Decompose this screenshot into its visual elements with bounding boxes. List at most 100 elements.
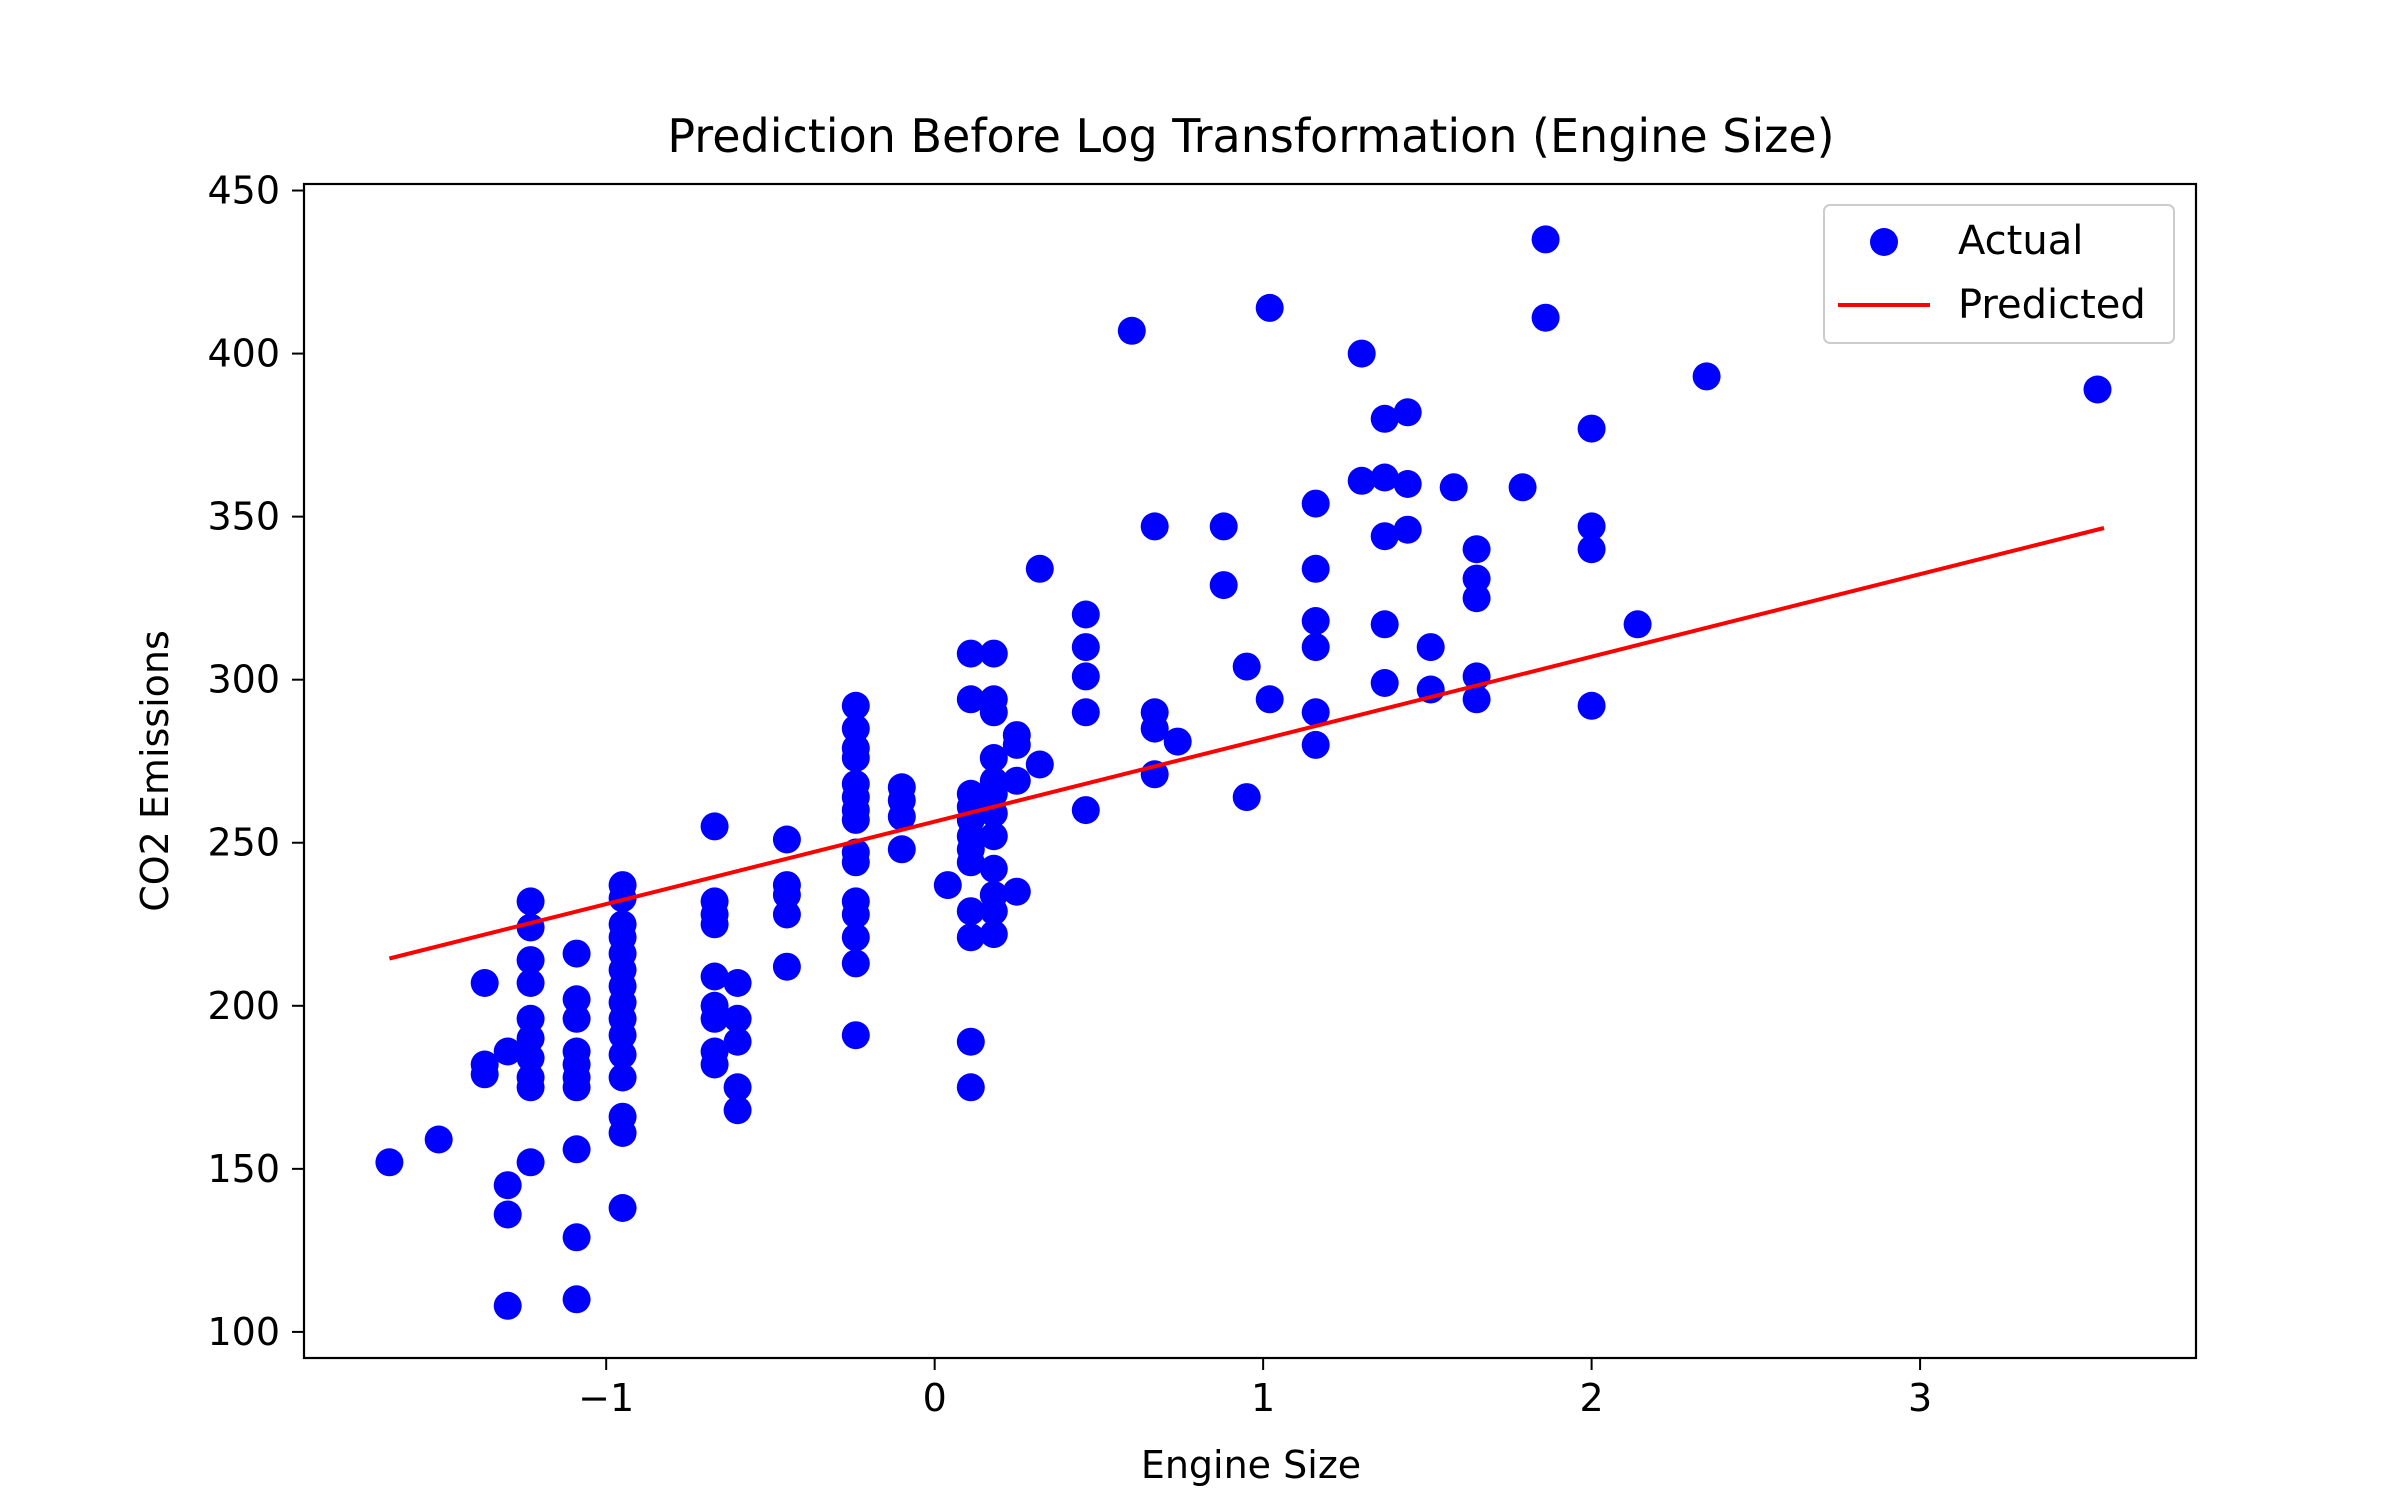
data-point xyxy=(1577,535,1606,564)
data-point xyxy=(979,920,1008,949)
data-point xyxy=(516,969,545,997)
data-point xyxy=(1232,652,1261,681)
data-point xyxy=(1393,398,1422,427)
data-point xyxy=(979,698,1008,727)
data-point xyxy=(493,1200,522,1229)
data-point xyxy=(1071,600,1100,629)
y-tick-label: 150 xyxy=(207,1147,280,1191)
data-point xyxy=(1531,225,1560,254)
data-point xyxy=(562,985,591,1014)
y-tick-label: 100 xyxy=(207,1310,280,1354)
data-point xyxy=(516,887,545,916)
y-tick-label: 250 xyxy=(207,821,280,865)
data-point xyxy=(841,714,870,743)
data-point xyxy=(1025,554,1054,583)
data-point xyxy=(1623,610,1652,639)
data-point xyxy=(841,900,870,929)
data-point xyxy=(1462,584,1491,613)
data-point xyxy=(723,1096,752,1125)
data-point xyxy=(1393,470,1422,498)
data-point xyxy=(956,685,985,714)
data-point xyxy=(1301,730,1330,759)
data-point xyxy=(1140,714,1169,743)
data-point xyxy=(470,969,499,997)
data-point xyxy=(608,1194,637,1222)
data-point xyxy=(700,910,729,939)
data-point xyxy=(772,952,801,981)
data-point xyxy=(956,1073,985,1102)
data-point xyxy=(700,1004,729,1033)
data-point xyxy=(1025,750,1054,779)
data-point xyxy=(1071,796,1100,825)
data-point xyxy=(841,923,870,952)
plot-area xyxy=(375,225,2112,1320)
data-point xyxy=(933,871,962,900)
data-point xyxy=(1577,691,1606,720)
data-point xyxy=(1209,571,1238,600)
y-tick-label: 450 xyxy=(207,169,280,213)
x-tick-label: 2 xyxy=(1580,1376,1604,1420)
data-point xyxy=(1255,685,1284,714)
data-point xyxy=(562,1135,591,1164)
data-point xyxy=(723,969,752,997)
data-point xyxy=(1462,564,1491,593)
data-point xyxy=(1301,633,1330,662)
data-point xyxy=(772,825,801,854)
data-point xyxy=(1347,466,1376,495)
predicted-line xyxy=(388,526,2105,961)
data-point xyxy=(841,848,870,877)
data-point xyxy=(516,1148,545,1177)
x-tick-label: 3 xyxy=(1908,1376,1932,1420)
x-tick-label: 1 xyxy=(1251,1376,1275,1420)
data-point xyxy=(979,822,1008,851)
y-axis: 100 150 200 250 300 350 400 450 xyxy=(207,169,304,1354)
data-point xyxy=(562,1285,591,1314)
y-tick-label: 300 xyxy=(207,658,280,702)
data-point xyxy=(1232,783,1261,812)
data-point xyxy=(841,691,870,720)
data-point xyxy=(841,744,870,772)
data-point xyxy=(1393,515,1422,544)
y-tick-label: 400 xyxy=(207,332,280,376)
data-point xyxy=(424,1125,453,1154)
data-point xyxy=(1347,339,1376,368)
data-point xyxy=(700,812,729,841)
y-tick-label: 200 xyxy=(207,984,280,1028)
data-point xyxy=(608,1063,637,1092)
data-point xyxy=(562,1004,591,1033)
data-point xyxy=(841,805,870,834)
data-point xyxy=(979,854,1008,883)
data-point xyxy=(1577,512,1606,541)
data-point xyxy=(516,1004,545,1033)
chart-title: Prediction Before Log Transformation (En… xyxy=(667,109,1834,163)
data-point xyxy=(700,1050,729,1079)
data-point xyxy=(772,880,801,909)
data-point xyxy=(1370,522,1399,551)
data-point xyxy=(1462,535,1491,564)
data-point xyxy=(1577,414,1606,443)
data-point xyxy=(1692,362,1721,391)
data-point xyxy=(1416,633,1445,662)
data-point xyxy=(1301,698,1330,727)
data-point xyxy=(887,835,916,864)
data-point xyxy=(516,1073,545,1102)
y-tick-label: 350 xyxy=(207,495,280,539)
data-point xyxy=(562,939,591,968)
legend-actual-label: Actual xyxy=(1958,218,2083,264)
data-point xyxy=(1071,662,1100,691)
data-point xyxy=(1370,610,1399,639)
data-point xyxy=(1301,489,1330,518)
data-point xyxy=(2083,375,2112,404)
data-point xyxy=(516,1044,545,1072)
x-axis: −1 0 1 2 3 xyxy=(578,1358,1932,1420)
data-point xyxy=(979,639,1008,668)
legend-actual-marker xyxy=(1870,228,1898,256)
data-point xyxy=(956,923,985,952)
data-point xyxy=(772,900,801,929)
data-point xyxy=(1439,473,1468,502)
data-point xyxy=(723,1027,752,1056)
x-tick-label: −1 xyxy=(578,1376,634,1420)
data-point xyxy=(1255,293,1284,322)
y-axis-label: CO2 Emissions xyxy=(133,630,177,912)
data-point xyxy=(1140,512,1169,541)
